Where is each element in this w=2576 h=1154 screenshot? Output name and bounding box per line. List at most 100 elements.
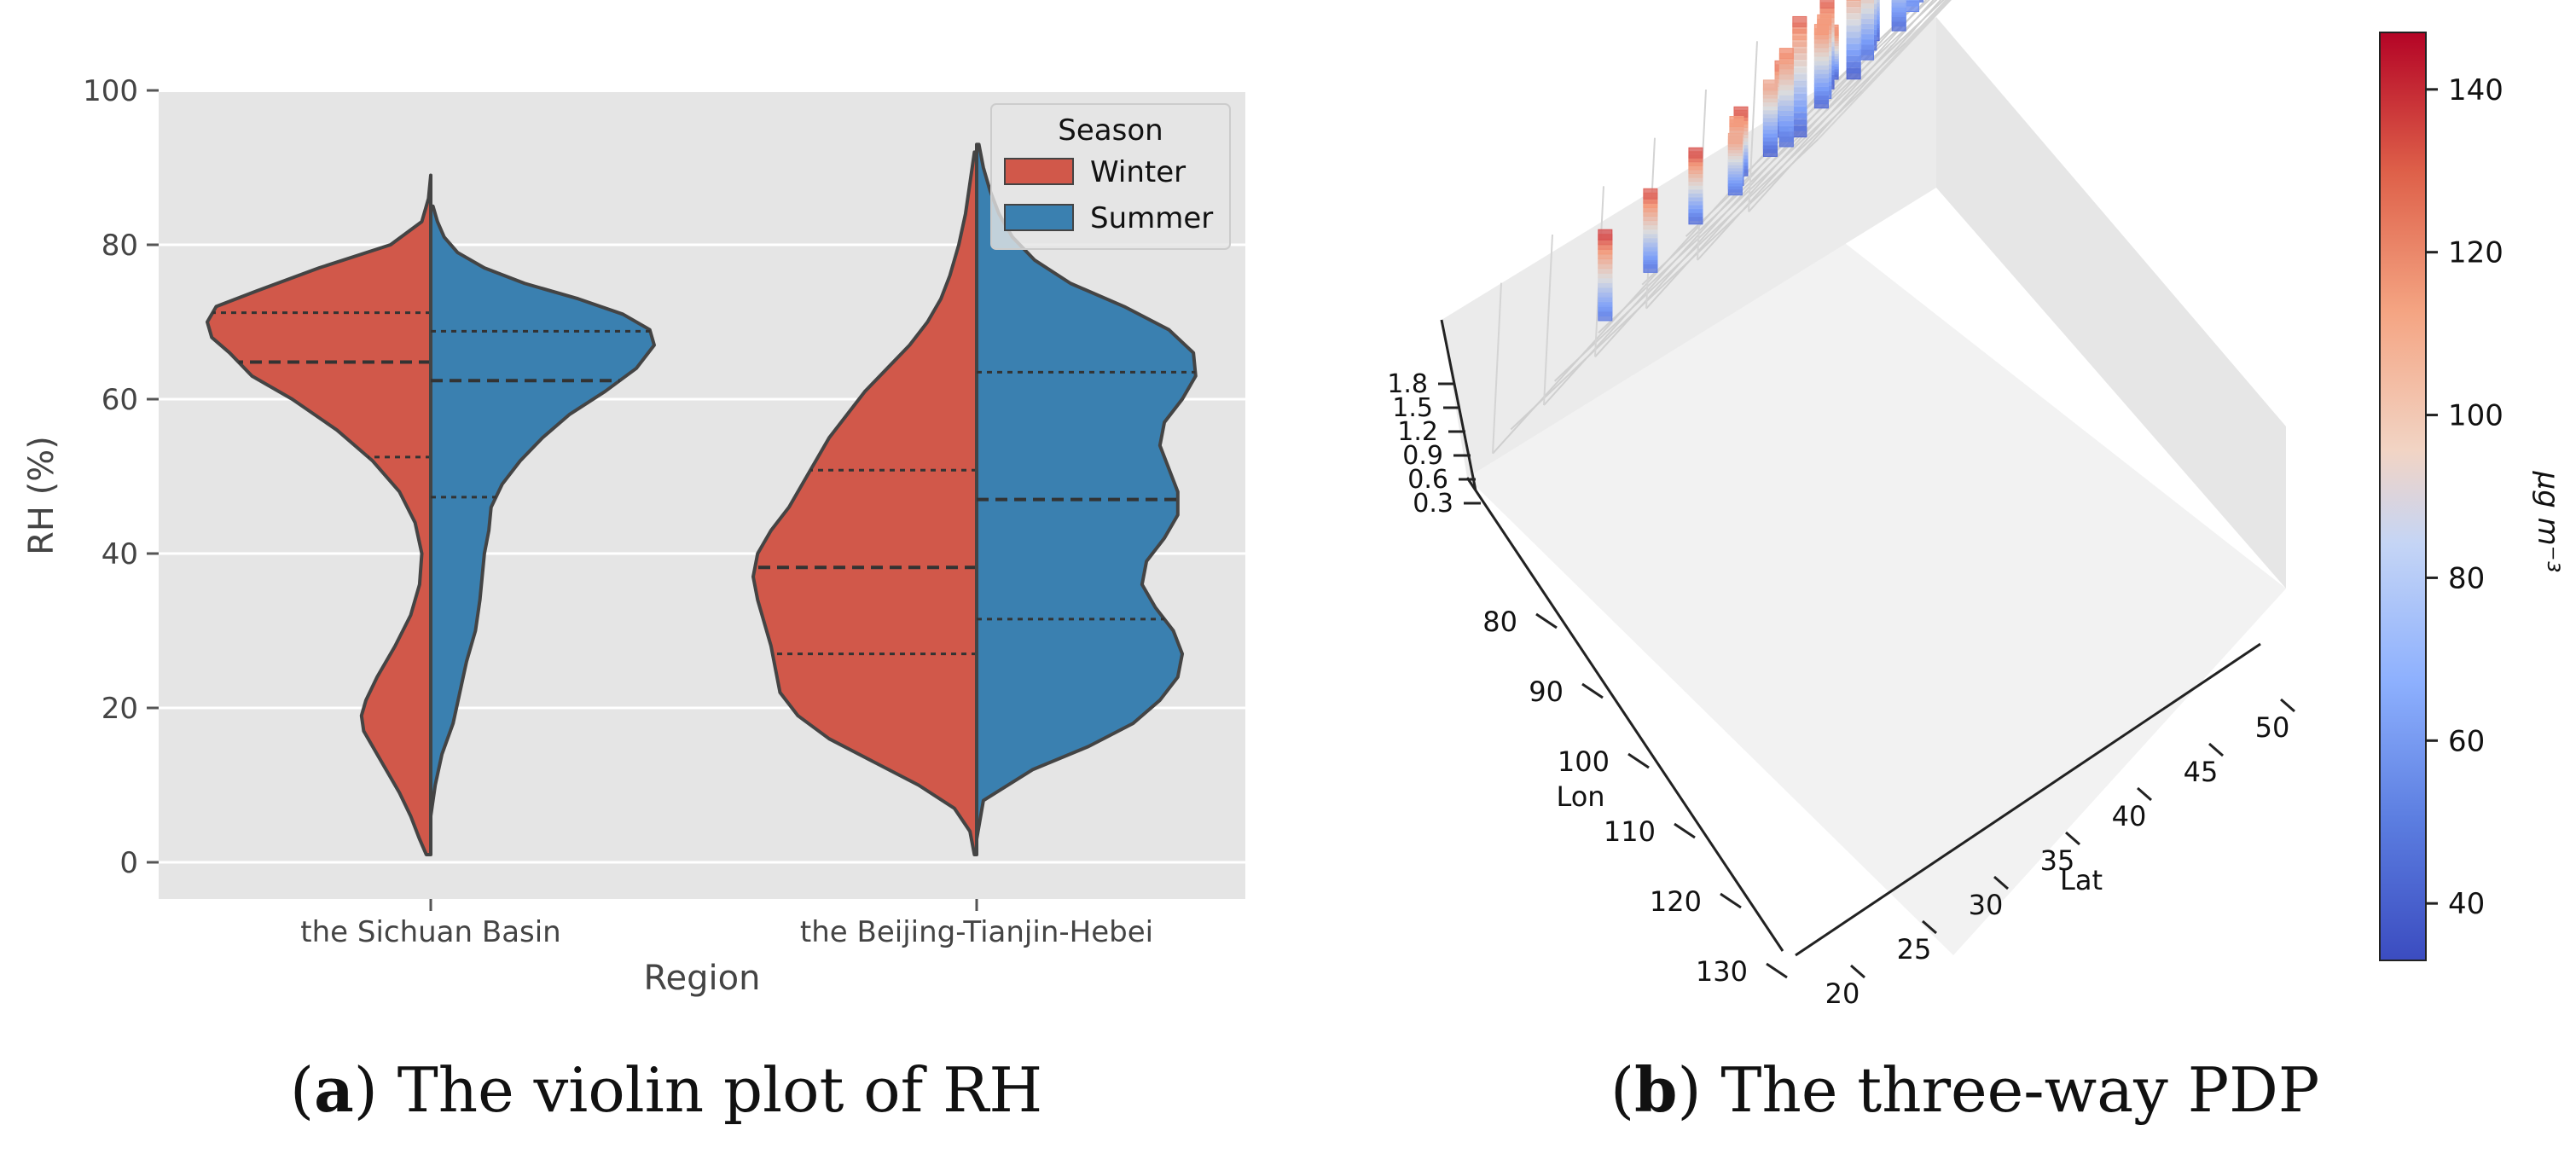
pdp-floor-grid-lat-40 [1598,42,1906,333]
violin-summer-region-0 [429,204,656,818]
pdp-lat-tick-45 [2208,742,2224,757]
pdp-lon-tick-120 [1720,892,1742,909]
pdp-lat-tick-label-35: 35 [2040,844,2075,877]
y-tick-label-60: 60 [102,383,138,417]
pdp-point-20-17 [1762,79,1778,91]
caption-a: (a) The violin plot of RH [290,1053,1043,1126]
pdp-lat-axis-line [1795,642,2261,957]
pdp-point-6-1 [1905,0,1920,7]
pdp-z-axis-line [1440,319,1477,491]
pdp-wall-grid-lon-130 [1492,282,1502,454]
pdp-lat-tick-25 [1922,919,1937,935]
legend-label-summer: Summer [1090,201,1213,235]
pdp-floor-grid-lon-90 [1697,0,1935,261]
violin-y-axis: 0 20 40 60 80 100 [83,74,159,880]
pdp-lat-tick-label-45: 45 [2184,756,2219,788]
pdp-lon-tick-110 [1674,822,1696,839]
violin-y-axis-label: RH (%) [22,436,61,555]
caption-b-text: The three-way PDP [1701,1054,2320,1126]
violin-panel: 0 20 40 60 80 100 the Sichuan Basin the Beijin… [22,74,1245,998]
caption-b-letter: b [1634,1053,1678,1126]
pdp-z-tick-label-5: 1.8 [1387,369,1428,399]
pdp-columns [1598,0,1924,322]
y-tick-label-20: 20 [102,692,138,726]
pdp-lon-tick-label-130: 130 [1696,955,1748,988]
y-tick-label-0: 0 [119,846,138,880]
colorbar-tick-label-100: 100 [2448,399,2503,433]
pdp-wall-grid-lon-120 [1543,234,1553,406]
pdp-floor-grid-lat-50 [1510,138,1819,431]
pdp-point-21-17 [1733,106,1749,118]
pdp-lat-tick-40 [2137,786,2152,802]
pdp-lat-tick-20 [1850,964,1865,979]
pdp-lon-axis-label: Lon [1556,780,1604,813]
pdp-lat-axis-label: Lat [2060,864,2103,896]
pdp-point-7-6 [1891,0,1906,3]
pdp-lat-tick-label-50: 50 [2255,711,2290,744]
legend-label-winter: Winter [1090,155,1186,189]
pdp-lat-tick-label-20: 20 [1825,977,1860,1010]
violin-x-axis-label: Region [644,959,761,998]
pdp-point-17-17 [1792,15,1807,27]
pdp-point-10-11 [1859,0,1874,3]
colorbar-tick-label-80: 80 [2448,561,2485,595]
violin-legend: Season Winter Summer [990,103,1231,250]
colorbar-tick-label-140: 140 [2448,73,2503,107]
legend-swatch-winter [1004,158,1074,185]
pdp-lon-tick-label-110: 110 [1604,815,1656,848]
pdp-axes: 8090100110120130202530354045500.30.60.91… [1387,319,2295,1010]
pdp-point-26-17 [1598,229,1613,241]
colorbar-ticks: 40 60 80 100 120 140 [2426,73,2503,921]
pdp-wall-grid-lat-45 [1860,0,1950,92]
pdp-lon-tick-label-80: 80 [1482,606,1517,638]
colorbar-tick-label-40: 40 [2448,887,2485,921]
pdp-floor-grid-lat-35 [1641,0,1946,286]
pdp-lat-tick-35 [2065,831,2080,846]
pdp-point-25-17 [1643,188,1658,200]
pdp-point-14-17 [1817,14,1832,26]
pdp-floor-grid-lat-45 [1553,90,1863,382]
pdp-z-tick-label-0: 0.3 [1413,489,1453,519]
pdp-wall-grid-lat-50 [1817,0,1952,141]
colorbar-tick-label-60: 60 [2448,724,2485,758]
violin-winter-region-1 [751,150,978,856]
pdp-back-right-pane [1936,17,2286,589]
pdp-lat-tick-label-25: 25 [1897,933,1932,966]
pdp-point-22-17 [1729,116,1744,128]
caption-a-text: The violin plot of RH [377,1054,1043,1126]
pdp-lon-tick-label-120: 120 [1650,885,1702,918]
pdp-lon-axis-line [1465,477,1784,952]
pdp-3d-panel: 8090100110120130202530354045500.30.60.91… [1387,0,2295,1010]
legend-swatch-summer [1004,204,1074,231]
pdp-wall-grid-lon-80 [1748,41,1758,212]
pdp-lon-tick-label-100: 100 [1558,745,1610,778]
caption-b: (b) The three-way PDP [1610,1053,2320,1126]
pdp-point-23-17 [1727,132,1743,144]
pdp-point-11-12 [1846,0,1861,8]
colorbar: 40 60 80 100 120 140 μg m⁻³ [2379,32,2565,961]
pdp-lat-tick-label-40: 40 [2112,800,2147,832]
pdp-lon-tick-130 [1766,962,1788,979]
pdp-z-tick-label-3: 1.2 [1397,417,1438,447]
pdp-point-15-17 [1813,24,1829,36]
pdp-lat-tick-50 [2280,698,2295,713]
violin-shapes [206,142,1198,856]
pdp-lon-tick-label-90: 90 [1529,676,1564,708]
pdp-z-tick-label-4: 1.5 [1392,393,1433,423]
pdp-point-13-17 [1819,0,1835,9]
pdp-lat-tick-30 [1993,875,2009,890]
pdp-floor-grid-lon-80 [1748,0,1942,213]
pdp-z-tick-label-1: 0.6 [1407,465,1448,495]
colorbar-label: μg m⁻³ [2531,471,2565,573]
pdp-lon-tick-80 [1535,612,1558,629]
pdp-lon-tick-100 [1627,752,1650,769]
pdp-z-tick-label-2: 0.9 [1402,441,1443,471]
pdp-wall-grid-lat-40 [1905,0,1948,43]
x-tick-label-0: the Sichuan Basin [300,915,561,949]
pdp-floor-grid-lon-100 [1645,0,1928,310]
caption-a-letter: a [314,1053,354,1126]
colorbar-tick-label-120: 120 [2448,236,2503,270]
pdp-point-11-13 [1846,0,1861,2]
pdp-point-19-17 [1778,48,1794,60]
